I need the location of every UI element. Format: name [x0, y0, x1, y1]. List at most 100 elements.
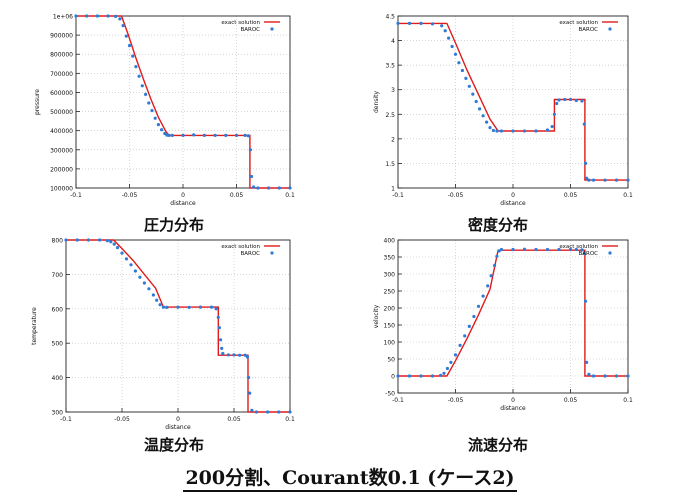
y-tick-label: 600: [52, 306, 64, 313]
series-baroc-point: [124, 34, 128, 38]
x-tick-label: -0.1: [392, 192, 404, 199]
series-baroc-point: [64, 238, 68, 242]
caption-pressure: 圧力分布: [143, 216, 204, 234]
series-baroc-point: [407, 21, 412, 25]
y-tick-label: 1e+06: [53, 14, 73, 21]
series-baroc-point: [245, 355, 249, 359]
y-tick-label: 4: [391, 38, 395, 45]
series-baroc-point: [133, 269, 137, 273]
y-tick-label: 600000: [50, 90, 73, 97]
y-tick-label: 700: [52, 272, 64, 279]
plot-frame: [397, 239, 629, 394]
x-tick-label: -0.05: [448, 192, 464, 199]
series-baroc-point: [266, 410, 270, 414]
series-baroc-point: [147, 287, 151, 291]
series-baroc-point: [142, 281, 146, 285]
series-baroc-point: [114, 14, 118, 18]
y-tick-label: 200: [384, 306, 396, 313]
series-baroc-point: [407, 374, 412, 378]
y-tick-label: 400: [52, 375, 64, 382]
x-tick-label: 0: [181, 192, 185, 199]
series-baroc-point: [144, 92, 148, 96]
series-baroc-point: [430, 22, 435, 26]
series-baroc-point: [583, 161, 588, 165]
series-baroc-point: [449, 360, 453, 364]
series-baroc-point: [430, 374, 435, 378]
series-baroc-point: [439, 373, 443, 377]
series-baroc-point: [254, 410, 258, 414]
legend-label: exact solution: [559, 20, 598, 26]
series-baroc-point: [248, 148, 252, 152]
series-baroc-point: [161, 305, 165, 309]
y-tick-label: 4.5: [385, 14, 395, 21]
series-baroc-point: [124, 257, 129, 261]
series-baroc-point: [614, 178, 619, 182]
y-tick-label: 100: [384, 340, 396, 347]
x-tick-label: 0.1: [285, 416, 295, 423]
y-tick-label: 300000: [50, 147, 73, 154]
series-baroc-point: [74, 14, 78, 18]
series-baroc-point: [220, 346, 224, 350]
series-baroc-point: [131, 54, 135, 58]
series-baroc-point: [155, 298, 159, 302]
series-baroc-point: [485, 120, 489, 124]
series-baroc-point: [288, 410, 292, 414]
series-baroc-point: [591, 374, 596, 378]
series-baroc-point: [614, 374, 619, 378]
series-baroc-point: [603, 178, 607, 182]
series-baroc-point: [495, 254, 499, 258]
series-baroc-point: [105, 239, 109, 243]
y-tick-label: 350: [384, 255, 396, 262]
series-baroc-point: [591, 178, 596, 182]
series-baroc-point: [486, 284, 490, 288]
series-baroc-point: [106, 14, 110, 18]
series-baroc-point: [288, 186, 292, 190]
series-baroc-point: [574, 247, 578, 252]
y-tick-label: 400000: [50, 128, 73, 135]
plot-frame: [75, 15, 291, 189]
series-baroc-point: [474, 99, 478, 104]
series-baroc-point: [138, 275, 142, 279]
x-tick-label: 0.1: [623, 192, 633, 199]
y-tick-label: 3.5: [385, 63, 395, 70]
x-tick-label: 0: [176, 416, 180, 423]
x-tick-label: 0.1: [623, 397, 633, 404]
legend-label: exact solution: [559, 244, 598, 250]
series-baroc-point: [256, 186, 260, 190]
figure-caption-text: 200分割、Courant数0.1 (ケース2): [183, 467, 517, 492]
legend-label: BAROC: [578, 251, 598, 257]
series-baroc-point: [246, 134, 250, 138]
series-baroc-point: [587, 178, 591, 182]
legend-label: BAROC: [240, 251, 260, 257]
series-baroc-point: [277, 410, 281, 414]
series-exact-solution-line: [66, 239, 290, 413]
y-tick-label: 2.5: [385, 112, 395, 119]
series-baroc-point: [243, 353, 247, 357]
series-baroc-point: [232, 353, 236, 357]
series-baroc-point: [267, 186, 271, 190]
y-axis-label: density: [373, 91, 380, 113]
y-tick-label: 1: [391, 186, 395, 193]
series-baroc-point: [109, 240, 113, 244]
x-tick-label: -0.1: [70, 192, 82, 199]
series-baroc-point: [419, 374, 423, 378]
series-baroc-point: [460, 68, 464, 73]
x-tick-label: -0.1: [60, 416, 72, 423]
y-tick-label: 200000: [50, 166, 73, 173]
series-baroc-point: [450, 44, 454, 49]
series-baroc-point: [557, 247, 561, 252]
series-baroc-point: [156, 123, 160, 127]
series-baroc-point: [217, 326, 221, 330]
series-baroc-point: [226, 353, 230, 357]
series-baroc-point: [603, 374, 607, 378]
series-baroc-point: [471, 92, 475, 96]
series-baroc-point: [445, 366, 449, 371]
series-baroc-point: [491, 128, 495, 133]
series-baroc-point: [550, 125, 554, 129]
x-axis-label: distance: [165, 424, 191, 431]
series-baroc-point: [192, 133, 196, 137]
series-baroc-point: [129, 263, 133, 267]
x-axis-label: distance: [500, 200, 526, 207]
series-baroc-point: [481, 114, 485, 118]
series-baroc-point: [534, 129, 538, 133]
